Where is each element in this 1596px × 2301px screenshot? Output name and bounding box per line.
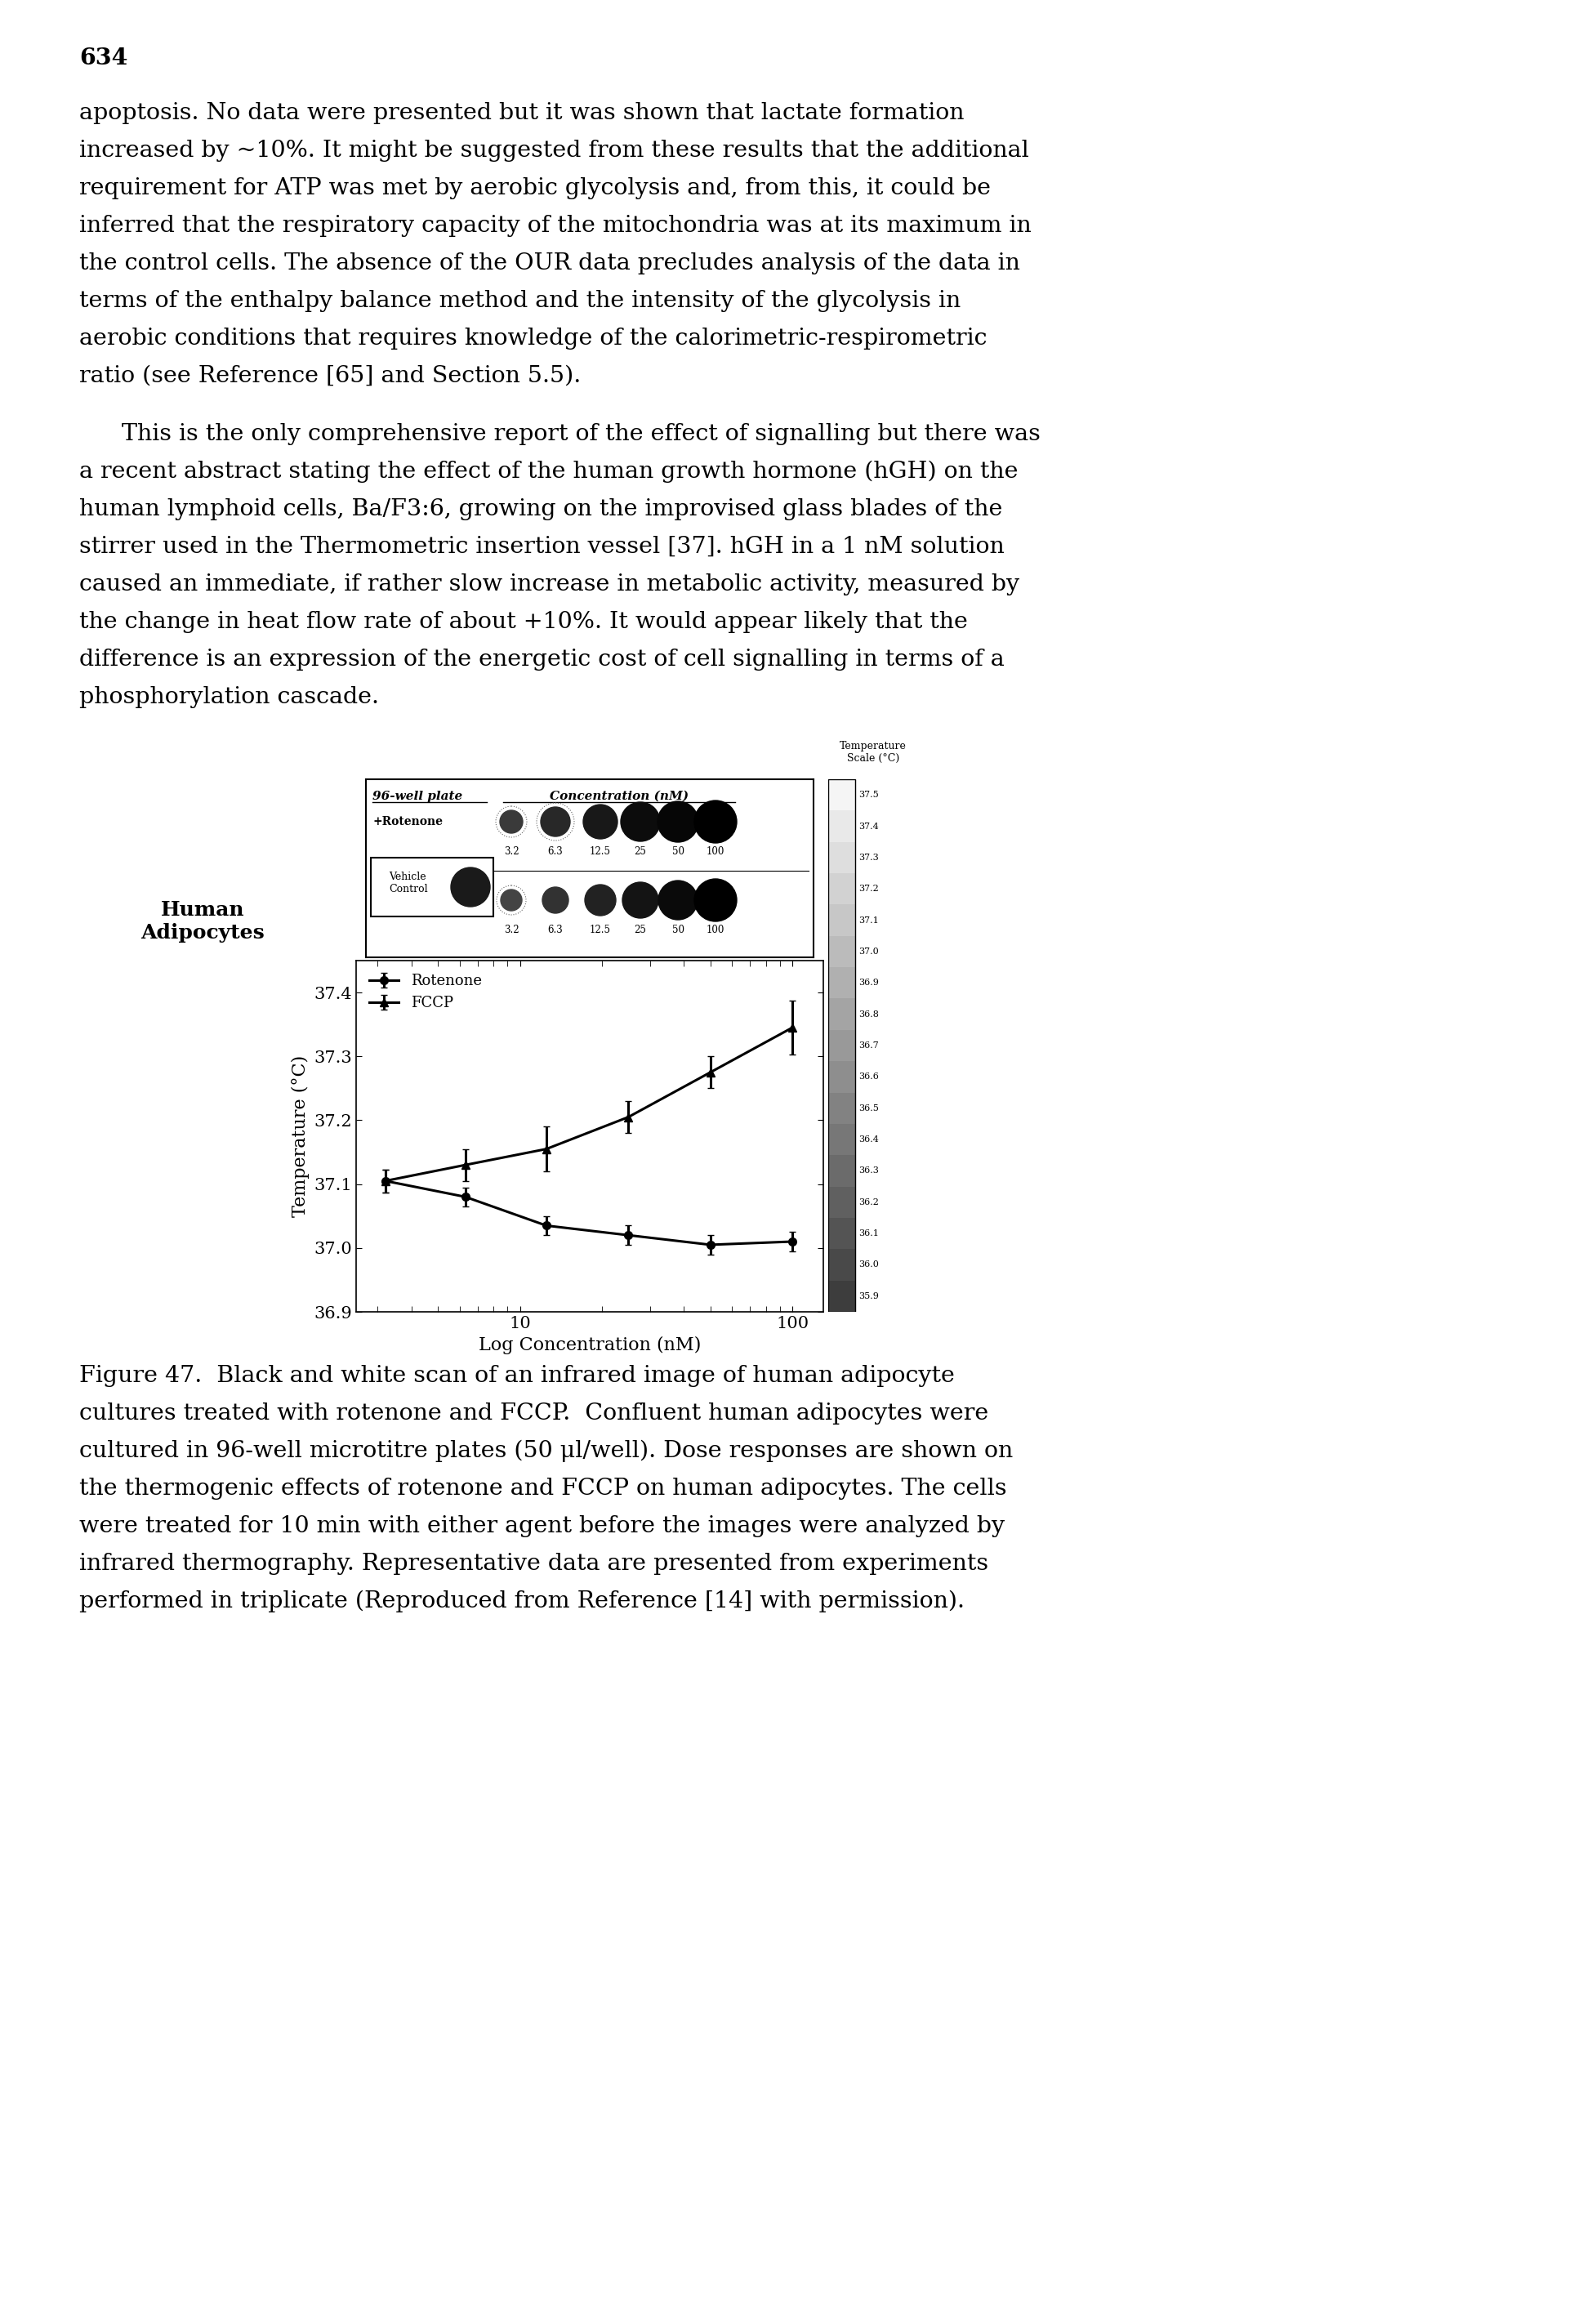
Text: 36.8: 36.8 (859, 1010, 879, 1019)
Text: 3.2: 3.2 (504, 925, 519, 937)
Bar (828, 1031, 855, 1061)
Text: requirement for ATP was met by aerobic glycolysis and, from this, it could be: requirement for ATP was met by aerobic g… (80, 177, 991, 200)
Circle shape (501, 890, 522, 911)
Text: ratio (see Reference [65] and Section 5.5).: ratio (see Reference [65] and Section 5.… (80, 366, 581, 387)
Circle shape (658, 881, 697, 920)
Text: Vehicle
Control: Vehicle Control (389, 872, 428, 895)
Y-axis label: Temperature (°C): Temperature (°C) (292, 1056, 310, 1217)
Text: 36.0: 36.0 (859, 1261, 879, 1268)
Text: phosphorylation cascade.: phosphorylation cascade. (80, 686, 378, 709)
Text: 37.1: 37.1 (859, 916, 879, 925)
Bar (828, 1155, 855, 1187)
Text: cultures treated with rotenone and FCCP.  Confluent human adipocytes were: cultures treated with rotenone and FCCP.… (80, 1404, 988, 1424)
Bar (828, 810, 855, 842)
Text: 6.3: 6.3 (547, 925, 563, 937)
Text: 6.3: 6.3 (547, 847, 563, 856)
Text: 50: 50 (672, 925, 685, 937)
Text: 36.5: 36.5 (859, 1104, 879, 1111)
Text: 50: 50 (672, 847, 685, 856)
Text: 35.9: 35.9 (859, 1293, 879, 1300)
Bar (828, 966, 855, 999)
Text: 25: 25 (634, 847, 646, 856)
Text: inferred that the respiratory capacity of the mitochondria was at its maximum in: inferred that the respiratory capacity o… (80, 214, 1031, 237)
Bar (828, 1187, 855, 1217)
Text: 37.5: 37.5 (859, 792, 879, 798)
Circle shape (541, 808, 570, 838)
Bar (828, 1217, 855, 1249)
Text: difference is an expression of the energetic cost of cell signalling in terms of: difference is an expression of the energ… (80, 649, 1004, 670)
Text: the change in heat flow rate of about +10%. It would appear likely that the: the change in heat flow rate of about +1… (80, 612, 967, 633)
Text: This is the only comprehensive report of the effect of signalling but there was: This is the only comprehensive report of… (121, 423, 1041, 444)
Bar (828, 780, 855, 810)
Circle shape (543, 888, 568, 913)
Legend: Rotenone, FCCP: Rotenone, FCCP (364, 969, 488, 1017)
Text: Temperature
Scale (°C): Temperature Scale (°C) (839, 741, 907, 764)
Bar (828, 1249, 855, 1279)
Text: Human
Adipocytes: Human Adipocytes (140, 900, 265, 943)
Text: the thermogenic effects of rotenone and FCCP on human adipocytes. The cells: the thermogenic effects of rotenone and … (80, 1477, 1007, 1500)
Text: 37.4: 37.4 (859, 821, 879, 831)
Circle shape (500, 810, 523, 833)
Text: caused an immediate, if rather slow increase in metabolic activity, measured by: caused an immediate, if rather slow incr… (80, 573, 1020, 596)
Text: 96-well plate: 96-well plate (372, 792, 463, 803)
Bar (828, 780, 855, 1312)
Text: 3.2: 3.2 (504, 847, 519, 856)
Text: 100: 100 (707, 847, 725, 856)
Text: increased by ~10%. It might be suggested from these results that the additional: increased by ~10%. It might be suggested… (80, 140, 1029, 161)
Text: 634: 634 (80, 48, 128, 69)
Bar (828, 999, 855, 1031)
Circle shape (658, 801, 699, 842)
Text: infrared thermography. Representative data are presented from experiments: infrared thermography. Representative da… (80, 1553, 988, 1574)
Text: a recent abstract stating the effect of the human growth hormone (hGH) on the: a recent abstract stating the effect of … (80, 460, 1018, 483)
Text: apoptosis. No data were presented but it was shown that lactate formation: apoptosis. No data were presented but it… (80, 101, 964, 124)
Bar (828, 937, 855, 966)
Text: human lymphoid cells, Ba/F3:6, growing on the improvised glass blades of the: human lymphoid cells, Ba/F3:6, growing o… (80, 499, 1002, 520)
Text: 36.7: 36.7 (859, 1042, 879, 1049)
Text: terms of the enthalpy balance method and the intensity of the glycolysis in: terms of the enthalpy balance method and… (80, 290, 961, 313)
Bar (828, 1093, 855, 1123)
Circle shape (621, 803, 661, 842)
Text: performed in triplicate (Reproduced from Reference [14] with permission).: performed in triplicate (Reproduced from… (80, 1590, 964, 1613)
Bar (828, 842, 855, 874)
Circle shape (583, 805, 618, 840)
Text: 12.5: 12.5 (589, 925, 611, 937)
Text: 36.1: 36.1 (859, 1229, 879, 1238)
Text: aerobic conditions that requires knowledge of the calorimetric-respirometric: aerobic conditions that requires knowled… (80, 327, 986, 350)
Text: 36.3: 36.3 (859, 1167, 879, 1176)
Text: 12.5: 12.5 (589, 847, 611, 856)
Text: 36.2: 36.2 (859, 1199, 879, 1206)
Text: 36.6: 36.6 (859, 1072, 879, 1081)
Text: 36.4: 36.4 (859, 1134, 879, 1144)
Text: Concentration (nM): Concentration (nM) (549, 792, 688, 803)
Text: 25: 25 (634, 925, 646, 937)
Bar (828, 1123, 855, 1155)
Text: 37.3: 37.3 (859, 854, 879, 861)
Circle shape (584, 884, 616, 916)
Text: 37.0: 37.0 (859, 948, 879, 955)
Text: the control cells. The absence of the OUR data precludes analysis of the data in: the control cells. The absence of the OU… (80, 253, 1020, 274)
Circle shape (694, 879, 737, 920)
Text: Figure 47.  Black and white scan of an infrared image of human adipocyte: Figure 47. Black and white scan of an in… (80, 1364, 954, 1388)
Bar (828, 1061, 855, 1093)
Text: 37.2: 37.2 (859, 886, 879, 893)
Bar (828, 874, 855, 904)
Text: were treated for 10 min with either agent before the images were analyzed by: were treated for 10 min with either agen… (80, 1516, 1005, 1537)
Bar (828, 1279, 855, 1312)
Text: 36.9: 36.9 (859, 978, 879, 987)
Text: +Rotenone: +Rotenone (372, 817, 442, 828)
Text: stirrer used in the Thermometric insertion vessel [37]. hGH in a 1 nM solution: stirrer used in the Thermometric inserti… (80, 536, 1004, 557)
Text: cultured in 96-well microtitre plates (50 μl/well). Dose responses are shown on: cultured in 96-well microtitre plates (5… (80, 1440, 1013, 1463)
Circle shape (622, 881, 658, 918)
X-axis label: Log Concentration (nM): Log Concentration (nM) (479, 1337, 701, 1353)
Text: 100: 100 (707, 925, 725, 937)
Bar (370, 858, 493, 916)
Text: + FCCP: + FCCP (372, 895, 421, 907)
Bar (828, 904, 855, 937)
Circle shape (450, 867, 490, 907)
Circle shape (694, 801, 737, 842)
